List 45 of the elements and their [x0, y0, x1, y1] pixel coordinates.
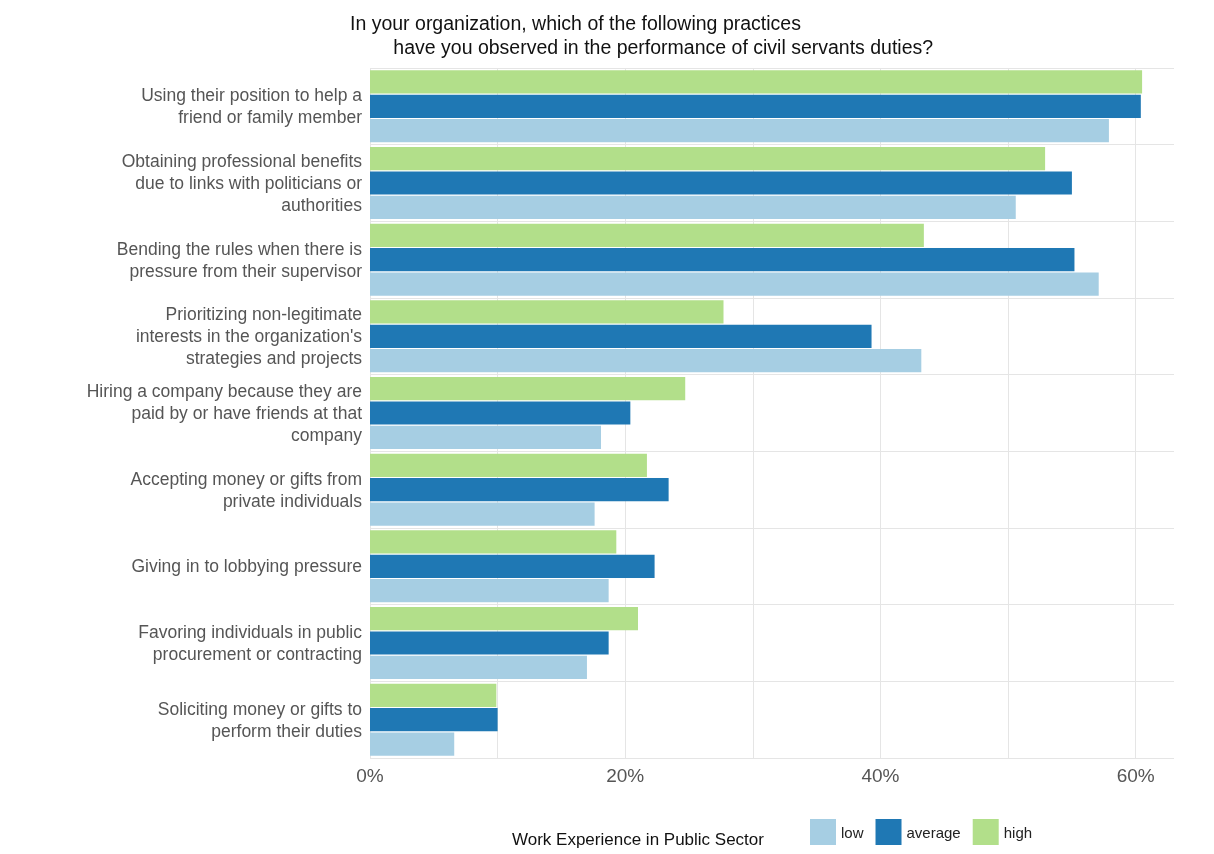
bar: [370, 708, 498, 732]
y-tick-label: Hiring a company because they are paid by or have friends at that company: [86, 381, 363, 445]
chart-title: In your organization, which of the following practices have you observed in the performance of civil servants duties?: [350, 12, 934, 58]
bar: [370, 530, 617, 554]
y-tick-label: Accepting money or gifts from private individuals: [130, 468, 363, 511]
legend-label: average: [906, 823, 961, 841]
legend-title: Work Experience in Public Sector: [512, 830, 765, 849]
bar: [370, 70, 1143, 94]
y-tick-label: Favoring individuals in public procurement or contracting: [138, 622, 363, 664]
y-tick-label: Prioritizing non-legitimate interests in the organization's strategies and projects: [135, 304, 363, 369]
bar: [370, 453, 647, 477]
bar: [370, 655, 587, 680]
x-tick-label: 0%: [356, 765, 384, 786]
legend-label: high: [1003, 823, 1033, 841]
bar: [370, 223, 924, 247]
x-tick-label: 60%: [1116, 765, 1155, 786]
bar: [370, 349, 922, 373]
bar: [370, 376, 686, 401]
bar: [370, 579, 609, 603]
bar: [370, 425, 601, 450]
x-tick-label: 20%: [606, 765, 645, 786]
x-tick-label: 40%: [861, 765, 900, 786]
bar: [370, 300, 724, 324]
bar: [370, 195, 1016, 220]
bar: [370, 631, 609, 655]
bar: [370, 272, 1099, 296]
bar: [370, 94, 1141, 118]
bar: [370, 401, 631, 425]
bar: [370, 248, 1075, 272]
y-tick-label: Obtaining professional benefits due to links with politicians or authorities: [121, 151, 363, 215]
bar: [370, 146, 1046, 171]
y-tick-label: Giving in to lobbying pressure: [131, 556, 362, 577]
bar: [370, 171, 1072, 195]
y-tick-label: Soliciting money or gifts to perform their duties: [157, 698, 363, 741]
bar: [370, 324, 872, 348]
bar: [370, 502, 595, 526]
bar: [370, 606, 638, 631]
y-tick-label: Bending the rules when there is pressure from their supervisor: [116, 238, 363, 281]
bar: [370, 732, 455, 756]
y-tick-label: Using their position to help a friend or family member: [141, 85, 363, 128]
bar: [370, 683, 497, 707]
bar: [370, 554, 655, 578]
legend-label: low: [841, 823, 864, 841]
bar: [370, 119, 1109, 143]
bar: [370, 478, 669, 502]
